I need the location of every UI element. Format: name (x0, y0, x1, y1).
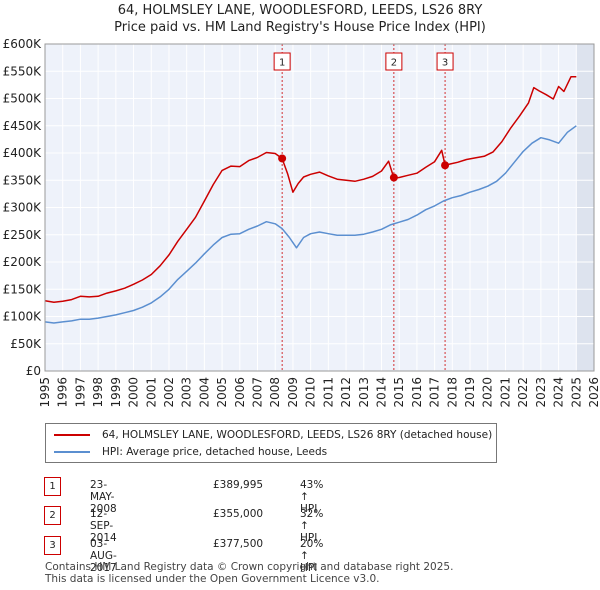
footer: Contains HM Land Registry data © Crown c… (45, 561, 453, 585)
y-tick-label: £300K (3, 201, 43, 215)
sale-marker-box (436, 52, 454, 71)
x-tick-label: 2022 (516, 377, 530, 408)
x-tick-label: 2013 (357, 377, 371, 408)
x-tick-label: 2000 (127, 377, 141, 408)
transaction-badge: 2 (44, 506, 61, 525)
x-tick-label: 2018 (445, 377, 459, 408)
legend-item-hpi: HPI: Average price, detached house, Leed… (54, 444, 327, 460)
y-tick-label: £0 (26, 364, 41, 378)
transaction-table: 1 23-MAY-2008 £389,995 43% ↑ HPI 2 12-SE… (0, 470, 600, 574)
sale-marker-dot (389, 173, 398, 182)
x-tick-label: 2003 (180, 377, 194, 408)
x-tick-label: 2020 (481, 377, 495, 408)
x-tick-label: 1999 (109, 377, 123, 408)
x-tick-label: 2004 (197, 377, 211, 408)
x-tick-label: 2002 (162, 377, 176, 408)
transaction-badge: 1 (44, 477, 61, 496)
transaction-hpi: 32% ↑ HPI (300, 508, 324, 544)
transaction-hpi: 43% ↑ HPI (300, 479, 324, 515)
x-tick-label: 2015 (392, 377, 406, 408)
y-tick-label: £150K (3, 282, 43, 296)
x-tick-label: 2026 (587, 377, 600, 408)
y-tick-label: £550K (3, 64, 43, 78)
y-tick-label: £350K (3, 173, 43, 187)
x-tick-label: 2009 (286, 377, 300, 408)
transaction-date: 23-MAY-2008 (90, 479, 117, 515)
x-tick-label: 2023 (534, 377, 548, 408)
x-tick-label: 2019 (463, 377, 477, 408)
price-chart: 64, HOLMSLEY LANE, WOODLESFORD, LEEDS, L… (3, 3, 600, 408)
sale-marker-label: 3 (442, 58, 448, 69)
transaction-price: £355,000 (213, 508, 264, 520)
footer-copyright: Contains HM Land Registry data © Crown c… (45, 561, 454, 573)
x-tick-label: 2014 (374, 377, 388, 408)
x-tick-label: 1995 (38, 377, 52, 408)
transaction-price: £377,500 (213, 538, 264, 550)
x-tick-label: 2008 (268, 377, 282, 408)
sale-marker-box (385, 52, 403, 71)
x-tick-label: 2010 (304, 377, 318, 408)
transaction-badge: 3 (44, 536, 61, 555)
x-tick-label: 2016 (410, 377, 424, 408)
y-tick-label: £200K (3, 255, 43, 269)
x-tick-label: 1996 (56, 377, 70, 408)
sale-marker-dot (278, 154, 287, 163)
x-tick-label: 2001 (144, 377, 158, 408)
legend-label-hpi: HPI: Average price, detached house, Leed… (102, 446, 328, 458)
sale-marker-label: 2 (391, 58, 397, 69)
property-series-line (44, 75, 577, 304)
y-tick-label: £250K (3, 228, 43, 242)
x-tick-label: 2012 (339, 377, 353, 408)
y-tick-label: £450K (3, 119, 43, 133)
plot-frame (44, 43, 595, 372)
transaction-date: 12-SEP-2014 (90, 508, 117, 544)
x-tick-label: 2006 (233, 377, 247, 408)
y-tick-label: £400K (3, 146, 43, 160)
y-tick-label: £100K (3, 310, 43, 324)
x-tick-label: 1998 (91, 377, 105, 408)
x-tick-label: 2021 (498, 377, 512, 408)
y-tick-label: £600K (3, 37, 43, 51)
x-tick-label: 2011 (321, 377, 335, 408)
x-tick-label: 2005 (215, 377, 229, 408)
x-tick-label: 1997 (73, 377, 87, 408)
x-tick-label: 2007 (251, 377, 265, 408)
hpi-series-line (44, 125, 577, 324)
transaction-date: 03-AUG-2017 (90, 538, 117, 574)
chart-title: 64, HOLMSLEY LANE, WOODLESFORD, LEEDS, L… (118, 3, 483, 18)
sale-marker-label: 1 (279, 58, 285, 69)
legend-label-property: 64, HOLMSLEY LANE, WOODLESFORD, LEEDS, L… (102, 429, 493, 441)
legend: 64, HOLMSLEY LANE, WOODLESFORD, LEEDS, L… (45, 423, 497, 463)
legend-swatch-property (54, 434, 90, 436)
y-tick-label: £500K (3, 92, 43, 106)
sale-marker-dot (441, 161, 450, 170)
legend-swatch-hpi (54, 451, 90, 453)
x-tick-label: 2017 (428, 377, 442, 408)
legend-item-property: 64, HOLMSLEY LANE, WOODLESFORD, LEEDS, L… (54, 427, 492, 443)
y-tick-label: £50K (10, 337, 42, 351)
sale-marker-box (273, 52, 291, 71)
x-tick-label: 2025 (569, 377, 583, 408)
footer-licence: This data is licensed under the Open Gov… (45, 573, 380, 585)
transaction-price: £389,995 (213, 479, 264, 491)
transaction-hpi: 20% ↑ HPI (300, 538, 324, 574)
x-tick-label: 2024 (552, 377, 566, 408)
chart-subtitle: Price paid vs. HM Land Registry's House … (114, 20, 486, 35)
